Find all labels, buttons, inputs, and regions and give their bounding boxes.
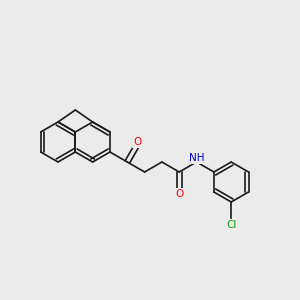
Text: O: O (133, 137, 141, 147)
Text: O: O (175, 189, 183, 199)
Text: Cl: Cl (226, 220, 236, 230)
Text: NH: NH (189, 153, 204, 163)
